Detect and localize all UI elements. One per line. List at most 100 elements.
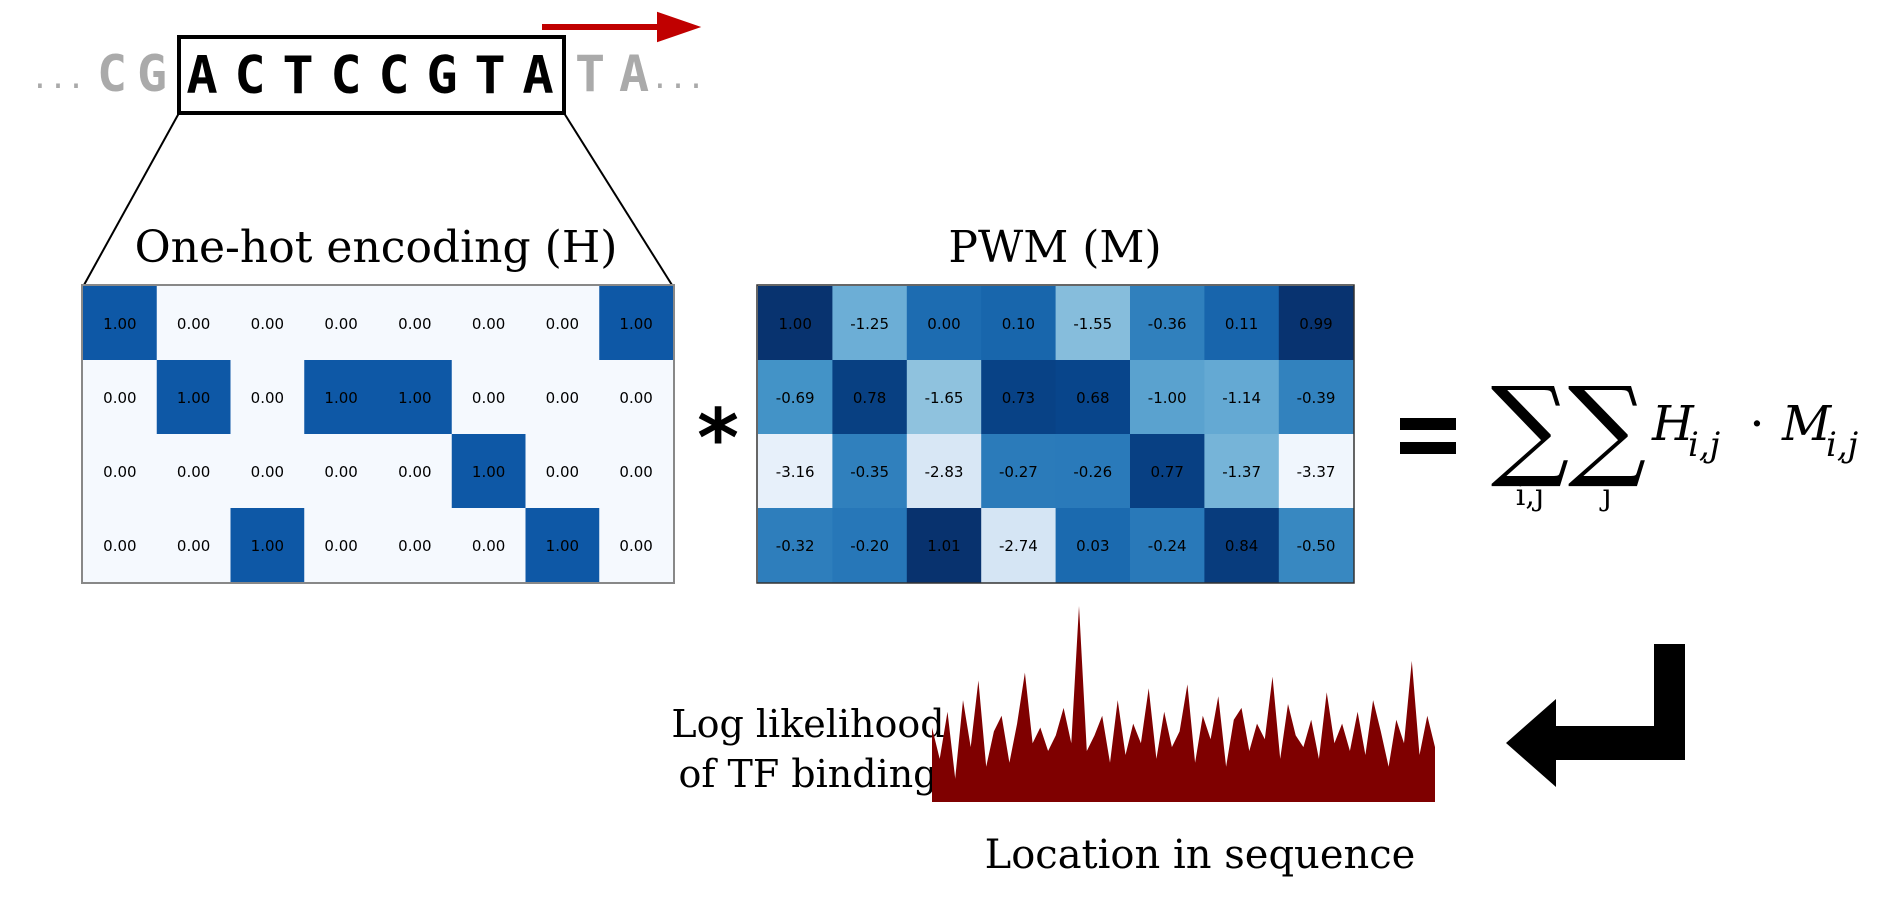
onehot-value: 1.00 [103, 315, 136, 333]
motif-box [177, 35, 566, 115]
pwm-value: -0.20 [850, 537, 889, 555]
onehot-cell [599, 360, 674, 435]
pwm-matrix: 1.00 -1.25 0.00 0.10 -1.55 -0.36 0.11 0.99 -0.69… [758, 286, 1354, 583]
pwm-cell [758, 360, 833, 435]
pwm-cell [832, 286, 908, 361]
reading-direction-arrow [542, 11, 702, 43]
pwm-cell [1055, 508, 1131, 583]
zoom-line-left [83, 112, 180, 286]
pwm-value: -0.69 [776, 389, 815, 407]
onehot-cell [304, 360, 379, 435]
onehot-value: 0.00 [472, 315, 505, 333]
pwm-cell [1055, 286, 1131, 361]
pwm-cell [981, 286, 1057, 361]
pwm-value: -2.74 [999, 537, 1038, 555]
pwm-value: -0.32 [776, 537, 815, 555]
pwm-cell [1204, 286, 1280, 361]
pwm-border [756, 284, 1355, 584]
formula-H: H [1651, 396, 1695, 452]
pwm-value: -0.35 [850, 463, 889, 481]
onehot-value: 1.00 [324, 389, 357, 407]
pwm-cell [1130, 434, 1205, 509]
onehot-cell [599, 286, 674, 361]
pwm-cell [981, 434, 1057, 509]
onehot-value: 0.00 [472, 537, 505, 555]
flank-left-base: G [137, 45, 167, 103]
pwm-value: -1.37 [1222, 463, 1261, 481]
onehot-cell [599, 434, 674, 509]
onehot-cell [451, 508, 527, 583]
pwm-value: 1.00 [778, 315, 811, 333]
pwm-cell [906, 360, 982, 435]
onehot-cell [451, 286, 527, 361]
onehot-value: 1.00 [546, 537, 579, 555]
ellipsis-left: ... [31, 61, 85, 96]
onehot-cell [230, 360, 305, 435]
pwm-value: -1.25 [850, 315, 889, 333]
onehot-cell [525, 286, 600, 361]
pwm-value: 1.01 [927, 537, 960, 555]
sum-formula: ∑ i,j ∑ j H i,j · M i,j [1491, 363, 1859, 513]
onehot-value: 0.00 [177, 463, 210, 481]
pwm-value: -0.24 [1148, 537, 1187, 555]
pwm-value: -1.55 [1073, 315, 1112, 333]
onehot-value: 0.00 [472, 389, 505, 407]
onehot-cell [599, 508, 674, 583]
onehot-cell [525, 360, 600, 435]
binding-ylabel-line2: of TF binding [678, 752, 937, 796]
pwm-cell [906, 434, 982, 509]
formula-H-index: i,j [1688, 425, 1721, 465]
onehot-cell [378, 360, 453, 435]
motif-base: T [474, 46, 505, 106]
pwm-cell [906, 508, 982, 583]
flank-right-base: A [619, 45, 649, 103]
onehot-value: 0.00 [546, 315, 579, 333]
pwm-value: 0.10 [1002, 315, 1035, 333]
pwm-cell [832, 508, 908, 583]
motif-base: T [282, 46, 313, 106]
pwm-cell [758, 508, 833, 583]
pwm-cell [1130, 360, 1205, 435]
pwm-cell [1130, 286, 1205, 361]
pwm-cell [832, 434, 908, 509]
onehot-value: 1.00 [177, 389, 210, 407]
onehot-value: 0.00 [324, 315, 357, 333]
binding-ylabel-line1: Log likelihood [671, 702, 944, 746]
onehot-value: 1.00 [251, 537, 284, 555]
sum-symbol-1: ∑ [1491, 363, 1570, 491]
onehot-value: 0.00 [546, 389, 579, 407]
onehot-value: 0.00 [619, 389, 652, 407]
motif-base: A [186, 46, 217, 106]
pwm-value: -1.14 [1222, 389, 1261, 407]
onehot-title: One-hot encoding (H) [135, 222, 618, 273]
onehot-value: 0.00 [398, 463, 431, 481]
onehot-cell [156, 508, 232, 583]
onehot-cell [83, 434, 158, 509]
flank-right-base: T [575, 45, 605, 103]
onehot-value: 0.00 [251, 389, 284, 407]
pwm-cell [1204, 508, 1280, 583]
pwm-cell [1055, 434, 1131, 509]
pwm-cell [906, 286, 982, 361]
onehot-value: 0.00 [177, 537, 210, 555]
onehot-cell [156, 360, 232, 435]
onehot-value: 0.00 [251, 315, 284, 333]
pwm-value: 0.11 [1225, 315, 1258, 333]
onehot-cell [230, 434, 305, 509]
pwm-value: -3.16 [776, 463, 815, 481]
pwm-cell [832, 360, 908, 435]
onehot-value: 0.00 [177, 315, 210, 333]
motif-base: C [330, 46, 361, 106]
formula-M: M [1781, 396, 1833, 452]
sum-subscript-1: i,j [1516, 478, 1544, 513]
pwm-cell [758, 286, 833, 361]
pwm-value: 0.99 [1299, 315, 1332, 333]
onehot-cell [83, 286, 158, 361]
onehot-cell [230, 286, 305, 361]
binding-profile-area [932, 606, 1435, 802]
onehot-value: 1.00 [398, 389, 431, 407]
onehot-cell [378, 508, 453, 583]
formula-dot: · [1749, 396, 1764, 452]
